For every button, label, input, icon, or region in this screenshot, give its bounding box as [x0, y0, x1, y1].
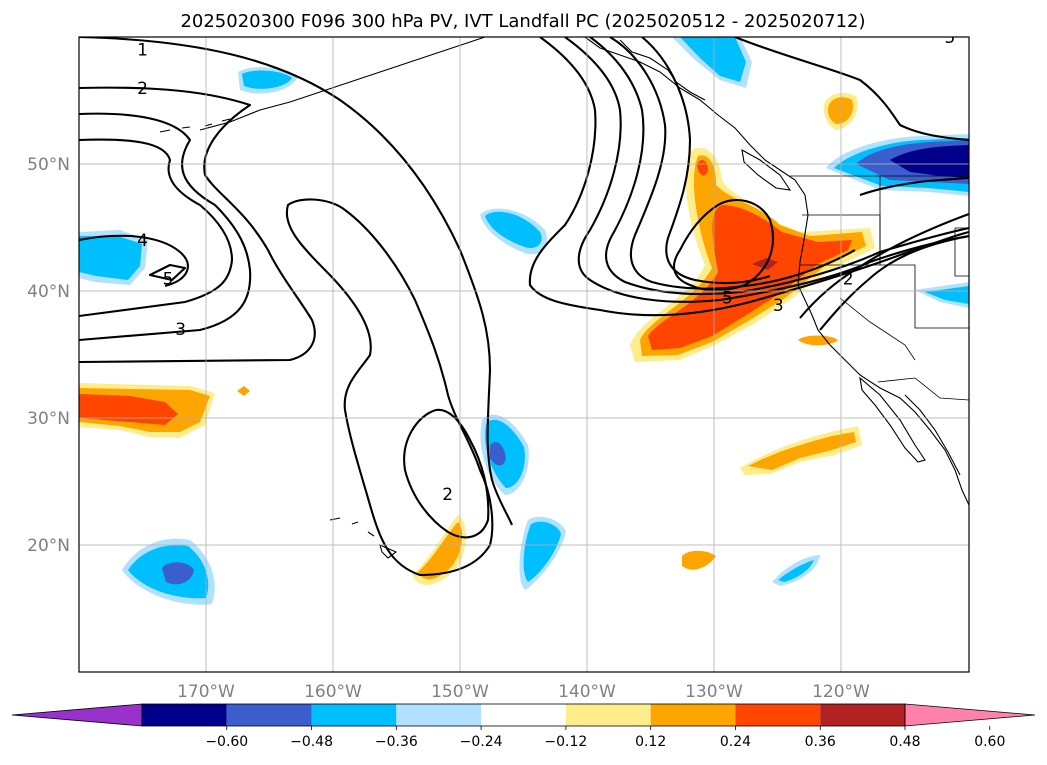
contour-label: 3	[175, 320, 186, 340]
baja-california	[859, 376, 926, 463]
colorbar-swatch	[142, 704, 227, 726]
pv-contour-2-west	[79, 86, 316, 364]
pv-ridge-5	[641, 37, 771, 285]
gulf-of-california	[904, 394, 961, 476]
colorbar-swatch	[481, 704, 566, 726]
colorbar-swatch	[820, 704, 905, 726]
contour-label: 2	[843, 269, 854, 289]
pv-ridge-1	[528, 37, 969, 317]
lon-label: 150°W	[431, 682, 489, 702]
colorbar-swatch	[311, 704, 397, 726]
ivt-negative-tropic-core	[490, 442, 506, 466]
ivt-positive-small	[682, 550, 716, 570]
lon-label: 160°W	[304, 682, 362, 702]
contour-label: 5	[163, 269, 174, 289]
aleutian-islands	[159, 118, 231, 133]
ivt-positive-south-blob-mid	[418, 522, 463, 580]
mexico-border	[877, 377, 969, 401]
lon-label: 130°W	[685, 682, 743, 702]
pv-east-arc	[859, 176, 969, 196]
north-america-coast	[584, 37, 969, 506]
lat-label: 40°N	[27, 282, 70, 302]
pv-contour-2-south	[403, 408, 490, 539]
pv-contours	[79, 37, 969, 577]
colorbar-label: 0.12	[635, 734, 666, 750]
pv-contour-5-west	[148, 263, 187, 282]
ivt-positive-dot	[237, 386, 250, 396]
lat-label: 30°N	[27, 409, 70, 429]
california-southeast	[839, 297, 916, 361]
colorbar-swatch	[226, 704, 312, 726]
ivt-negative-north-mid	[242, 70, 292, 89]
alaska-coast-detail	[619, 39, 706, 101]
colorbar-label: 0.36	[805, 734, 836, 750]
ivt-positive-band-core	[648, 205, 852, 350]
ivt-negative-northeast-peak	[890, 145, 969, 178]
contour-label: 2	[442, 485, 453, 505]
colorbar-frame	[141, 703, 906, 727]
colorbar-label: −0.48	[290, 734, 333, 750]
ivt-negative-south-mid	[523, 521, 561, 582]
pv-east-3	[799, 213, 969, 319]
pv-ridge-4	[609, 37, 856, 290]
pv-contour-west-inner	[79, 234, 189, 288]
ivt-positive-se-band-mid	[748, 432, 856, 470]
colorbar-label: 0.48	[889, 734, 920, 750]
colorbar-label: −0.12	[544, 734, 587, 750]
lat-label: 20°N	[27, 536, 70, 556]
pv-east-north	[734, 37, 969, 142]
colorbar-swatch	[565, 704, 651, 726]
lon-label: 140°W	[558, 682, 616, 702]
contour-label: 1	[137, 41, 148, 61]
colorbar-label: 0.60	[974, 734, 1005, 750]
lat-labels: 20°N 30°N 40°N 50°N	[27, 155, 70, 556]
colorbar-label: −0.24	[460, 734, 503, 750]
colorbar-swatch	[396, 704, 482, 726]
lon-label: 120°W	[812, 682, 870, 702]
pv-contour-4-west	[79, 138, 234, 318]
lat-label: 50°N	[27, 155, 70, 175]
colorbar-label: −0.60	[205, 734, 248, 750]
pv-closed-5	[672, 198, 774, 292]
hawaii-islands	[329, 517, 398, 559]
map-frame	[78, 36, 970, 673]
lon-labels: 170°W 160°W 150°W 140°W 130°W 120°W	[177, 682, 870, 702]
ivt-positive-band-peak	[752, 258, 778, 270]
lon-label: 170°W	[177, 682, 235, 702]
gridlines	[79, 37, 969, 672]
colorbar-extend-low	[11, 703, 143, 727]
contour-label: 3	[773, 296, 784, 316]
ivt-negative-central-mid	[485, 211, 542, 249]
pv-ridge-2	[564, 37, 969, 303]
pv-contour-3-west	[79, 112, 252, 342]
shading-layer	[79, 37, 969, 605]
contour-label: 2	[137, 79, 148, 99]
nevada-border	[880, 264, 969, 329]
ivt-positive-west-band-core	[79, 394, 178, 425]
map-title: 2025020300 F096 300 hPa PV, IVT Landfall…	[180, 11, 865, 32]
contour-label: 5	[722, 288, 733, 308]
colorbar: −0.60 −0.48 −0.36 −0.24 −0.12 0.12 0.24 0.36 0.4…	[11, 703, 1036, 750]
contour-label: 4	[137, 231, 148, 251]
pv-ridge-3	[589, 37, 969, 296]
ivt-negative-se-small-mid	[778, 560, 814, 582]
colorbar-swatch	[650, 704, 736, 726]
pv-east-2	[819, 234, 969, 331]
alaska-peninsula	[199, 37, 486, 131]
contour-label: 5	[945, 28, 956, 48]
colorbar-extend-high	[904, 703, 1036, 727]
colorbar-swatch	[735, 704, 821, 726]
colorbar-label: 0.24	[720, 734, 751, 750]
ivt-negative-sw-core	[162, 562, 194, 585]
ivt-negative-west-mid	[79, 236, 142, 280]
ivt-negative-alaska-mid	[680, 37, 746, 82]
colorbar-label: −0.36	[375, 734, 418, 750]
pv-trough-loop	[285, 198, 494, 577]
